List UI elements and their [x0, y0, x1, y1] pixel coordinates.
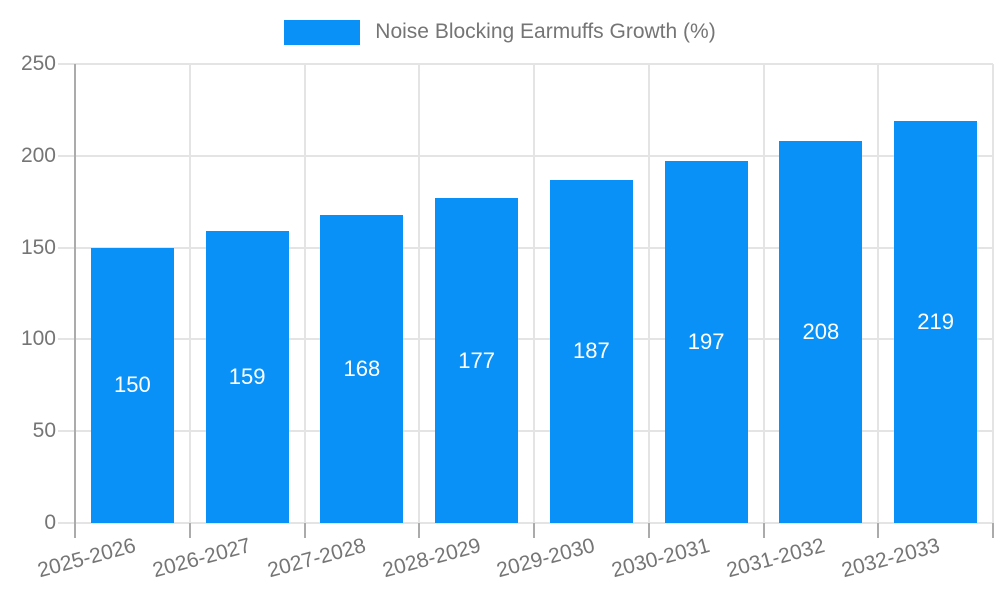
- bar: 150: [90, 247, 174, 523]
- x-axis-tick: [533, 523, 535, 538]
- bar: 219: [894, 120, 978, 523]
- x-axis-tick-label: 2030-2031: [609, 533, 713, 583]
- x-axis-tick-label: 2032-2033: [838, 533, 942, 583]
- x-axis-tick-label: 2028-2029: [379, 533, 483, 583]
- gridline-vertical: [188, 64, 191, 523]
- x-axis-tick: [303, 523, 306, 538]
- gridline-horizontal: [58, 430, 993, 433]
- y-axis-line: [74, 64, 76, 538]
- y-axis-tick-label: 100: [20, 327, 56, 351]
- gridline-horizontal: [58, 63, 993, 65]
- gridline-horizontal: [58, 246, 993, 249]
- legend-swatch: [284, 19, 361, 45]
- bar-value-label: 159: [228, 364, 266, 390]
- x-axis-tick-label: 2031-2032: [724, 533, 828, 583]
- bar: 208: [779, 141, 863, 523]
- bar: 159: [205, 231, 289, 523]
- y-axis-tick-label: 0: [44, 511, 56, 534]
- x-axis-tick-label: 2027-2028: [265, 533, 369, 583]
- x-axis-tick: [188, 523, 191, 538]
- gridline-vertical: [533, 64, 535, 523]
- bar: 177: [435, 198, 519, 523]
- y-axis-tick-label: 200: [20, 143, 56, 167]
- gridline-horizontal: [58, 338, 993, 341]
- bar-value-label: 150: [114, 372, 151, 398]
- x-axis-tick: [877, 523, 880, 538]
- bar-value-label: 219: [917, 308, 954, 334]
- legend[interactable]: Noise Blocking Earmuffs Growth (%): [0, 19, 1000, 45]
- bar: 168: [320, 214, 404, 523]
- x-axis-tick-label: 2029-2030: [494, 533, 598, 583]
- gridline-horizontal: [58, 522, 993, 524]
- x-axis-tick-label: 2026-2027: [150, 533, 254, 583]
- y-axis-tick-label: 150: [20, 235, 56, 259]
- gridline-vertical: [303, 64, 306, 523]
- bar-value-label: 177: [458, 347, 495, 373]
- bar-value-label: 168: [343, 355, 381, 381]
- gridline-vertical: [877, 64, 880, 523]
- gridline-horizontal: [58, 154, 993, 157]
- gridline-vertical: [992, 64, 994, 523]
- bar-value-label: 208: [802, 319, 840, 345]
- bar-value-label: 197: [687, 329, 725, 355]
- gridline-vertical: [647, 64, 650, 523]
- x-axis-tick: [992, 523, 994, 538]
- gridline-vertical: [418, 64, 421, 523]
- x-axis-tick: [647, 523, 650, 538]
- legend-label: Noise Blocking Earmuffs Growth (%): [375, 20, 716, 43]
- x-axis-tick: [418, 523, 421, 538]
- x-axis-tick: [762, 523, 765, 538]
- bar-value-label: 187: [573, 338, 610, 364]
- x-axis-tick-label: 2025-2026: [35, 533, 139, 583]
- y-axis-tick-label: 50: [32, 419, 56, 443]
- y-axis-tick-label: 250: [20, 52, 56, 75]
- gridline-vertical: [762, 64, 765, 523]
- bar: 197: [664, 161, 748, 523]
- bar: 187: [549, 179, 633, 523]
